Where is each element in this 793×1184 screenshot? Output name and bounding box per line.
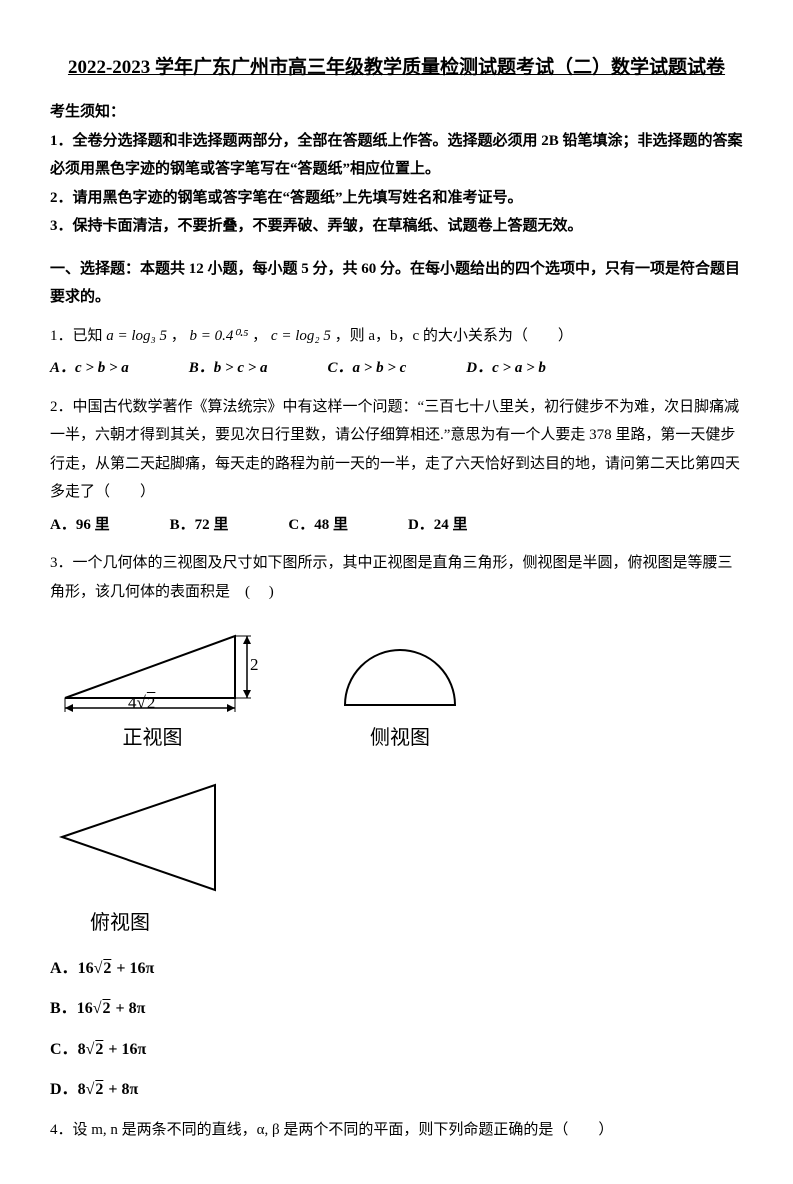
q3-opt-b: B．16√2 + 8π <box>50 994 743 1024</box>
notice-head: 考生须知： <box>50 98 743 127</box>
exam-title: 2022-2023 学年广东广州市高三年级教学质量检测试题考试（二）数学试题试卷 <box>50 50 743 86</box>
question-2: 2．中国古代数学著作《算法统宗》中有这样一个问题：“三百七十八里关，初行健步不为… <box>50 393 743 507</box>
top-view-svg <box>50 775 225 900</box>
q2-opt-a: A．96 里 <box>50 511 110 540</box>
q2-options: A．96 里 B．72 里 C．48 里 D．24 里 <box>50 511 743 540</box>
views-row-1: 4√2 2 正视图 侧视图 <box>50 620 743 757</box>
q1-c: c = log₂ 5 <box>271 328 331 344</box>
top-view-block: 俯视图 <box>50 775 743 942</box>
front-base-label: 4√2 <box>128 687 156 719</box>
q1-opt-c: C．a > b > c <box>328 354 407 383</box>
q1-s2: ， <box>252 328 267 344</box>
side-view-svg <box>325 635 475 715</box>
side-view-label: 侧视图 <box>325 719 475 757</box>
q2-opt-b: B．72 里 <box>170 511 229 540</box>
q1-pre: 1．已知 <box>50 328 106 344</box>
q1-opt-b: B．b > c > a <box>189 354 268 383</box>
question-3: 3．一个几何体的三视图及尺寸如下图所示，其中正视图是直角三角形，侧视图是半圆，俯… <box>50 549 743 606</box>
q1-s1: ， <box>171 328 186 344</box>
q3-opt-c: C．8√2 + 16π <box>50 1035 743 1065</box>
q2-opt-d: D．24 里 <box>408 511 468 540</box>
q1-options: A．c > b > a B．b > c > a C．a > b > c D．c … <box>50 354 743 383</box>
q1-opt-d: D．c > a > b <box>466 354 546 383</box>
question-1: 1．已知 a = log₃ 5 ， b = 0.4⁰·⁵ ， c = log₂ … <box>50 322 743 351</box>
q3-opt-d: D．8√2 + 8π <box>50 1075 743 1105</box>
q1-a: a = log₃ 5 <box>106 328 167 344</box>
q1-opt-a: A．c > b > a <box>50 354 129 383</box>
q1-b: b = 0.4⁰·⁵ <box>190 328 249 344</box>
q1-post: ，则 a，b，c 的大小关系为（ ） <box>335 328 573 344</box>
notice-2: 2．请用黑色字迹的钢笔或答字笔在“答题纸”上先填写姓名和准考证号。 <box>50 184 743 213</box>
top-view-label: 俯视图 <box>90 904 743 942</box>
front-height-label: 2 <box>250 649 259 681</box>
front-view-label: 正视图 <box>50 719 255 757</box>
side-view-block: 侧视图 <box>325 635 475 757</box>
section-a-head: 一、选择题：本题共 12 小题，每小题 5 分，共 60 分。在每小题给出的四个… <box>50 255 743 312</box>
q3-options: A．16√2 + 16π B．16√2 + 8π C．8√2 + 16π D．8… <box>50 954 743 1106</box>
notice-3: 3．保持卡面清洁，不要折叠，不要弄破、弄皱，在草稿纸、试题卷上答题无效。 <box>50 212 743 241</box>
notice-1: 1．全卷分选择题和非选择题两部分，全部在答题纸上作答。选择题必须用 2B 铅笔填… <box>50 127 743 184</box>
question-4: 4．设 m, n 是两条不同的直线，α, β 是两个不同的平面，则下列命题正确的… <box>50 1116 743 1145</box>
q2-opt-c: C．48 里 <box>288 511 348 540</box>
q3-opt-a: A．16√2 + 16π <box>50 954 743 984</box>
front-view-block: 4√2 2 正视图 <box>50 620 255 757</box>
